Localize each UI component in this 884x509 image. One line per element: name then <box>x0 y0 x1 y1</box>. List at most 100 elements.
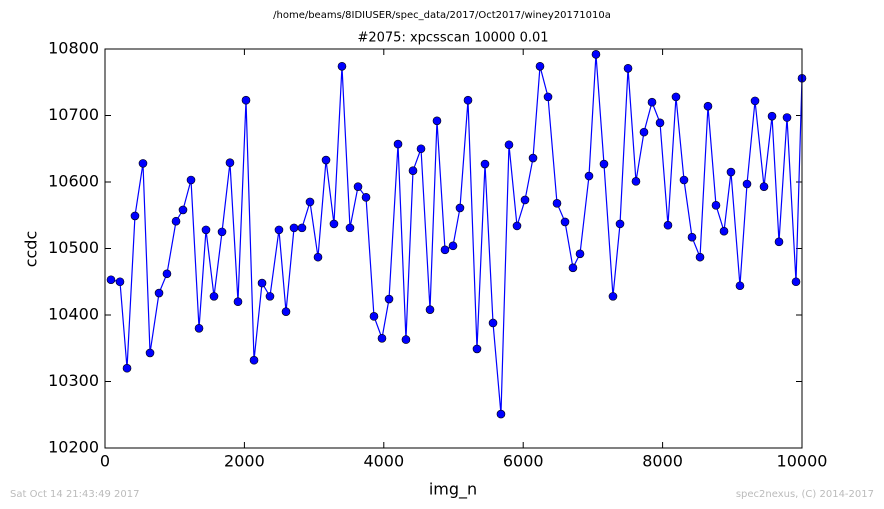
data-point <box>496 409 506 419</box>
data-point <box>671 92 681 102</box>
plot-frame <box>104 48 803 449</box>
footer-left: Sat Oct 14 21:43:49 2017 <box>10 489 140 500</box>
x-tick-label: 4000 <box>363 452 404 471</box>
data-point <box>305 197 315 207</box>
data-point <box>560 217 570 227</box>
data-point <box>138 159 148 168</box>
data-point <box>711 200 721 210</box>
data-point <box>313 252 323 262</box>
y-tick-label: 10500 <box>48 238 99 257</box>
data-point <box>679 175 689 185</box>
data-point <box>297 223 307 233</box>
data-point <box>209 292 219 301</box>
data-point <box>767 111 777 121</box>
data-point <box>249 355 259 365</box>
data-point <box>623 63 633 73</box>
data-point <box>257 278 267 288</box>
x-tick-label: 2000 <box>224 452 265 471</box>
data-point <box>416 144 426 154</box>
data-line <box>110 54 802 415</box>
data-point <box>329 219 339 229</box>
data-point <box>504 140 514 150</box>
data-point <box>233 297 243 307</box>
data-point <box>408 166 418 175</box>
y-tick-label: 10400 <box>48 305 99 324</box>
data-point <box>535 61 545 71</box>
data-point <box>726 167 736 177</box>
x-tick-label: 10000 <box>777 452 828 471</box>
data-point <box>425 305 435 314</box>
data-point <box>608 292 618 301</box>
data-point <box>552 198 562 208</box>
data-point <box>353 182 363 191</box>
data-point <box>432 116 442 126</box>
data-point <box>782 113 792 122</box>
chart-title: #2075: xpcsscan 10000 0.01 <box>357 31 548 46</box>
y-tick-label: 10800 <box>48 39 99 58</box>
data-point <box>742 179 752 189</box>
data-point <box>122 363 132 373</box>
data-point <box>695 252 705 262</box>
data-point <box>217 227 227 237</box>
data-point <box>568 263 578 273</box>
data-point <box>440 245 450 255</box>
data-point <box>377 333 387 343</box>
data-point <box>575 249 585 259</box>
data-point <box>703 101 713 111</box>
data-point <box>393 139 403 149</box>
data-point <box>687 232 697 242</box>
x-axis-label: img_n <box>429 480 477 500</box>
data-point <box>321 155 331 165</box>
data-point <box>162 269 172 279</box>
footer-right: spec2nexus, (C) 2014-2017 <box>736 489 874 500</box>
data-point <box>337 61 347 71</box>
data-point <box>455 203 465 213</box>
data-point <box>750 96 760 106</box>
data-point <box>281 307 291 316</box>
data-point <box>759 182 769 191</box>
y-tick-label: 10600 <box>48 172 99 191</box>
data-point <box>145 348 155 358</box>
data-point <box>512 221 522 231</box>
data-point <box>274 225 284 235</box>
data-point <box>472 344 482 354</box>
suptitle: /home/beams/8IDIUSER/spec_data/2017/Oct2… <box>273 10 611 21</box>
x-tick-label: 8000 <box>642 452 683 471</box>
data-point <box>265 292 275 301</box>
data-point <box>615 219 625 229</box>
data-point <box>225 158 235 168</box>
data-point <box>719 226 729 236</box>
y-tick-label: 10300 <box>48 371 99 390</box>
y-tick-label: 10700 <box>48 105 99 124</box>
y-tick-label: 10200 <box>48 438 99 457</box>
data-point <box>647 97 657 107</box>
data-point <box>599 159 609 169</box>
data-point <box>194 323 204 333</box>
data-point <box>448 241 458 251</box>
data-point <box>178 205 188 215</box>
data-point <box>639 127 649 137</box>
data-point <box>361 192 371 202</box>
data-point <box>543 92 553 102</box>
data-point <box>584 171 594 181</box>
data-point <box>369 312 379 321</box>
data-point <box>520 195 530 205</box>
data-point <box>591 50 601 59</box>
data-point <box>186 175 196 185</box>
data-point <box>384 294 394 304</box>
data-point <box>774 237 784 247</box>
x-tick-label: 6000 <box>503 452 544 471</box>
x-tick-label: 0 <box>100 452 110 471</box>
data-point <box>289 223 299 233</box>
data-point <box>663 220 673 230</box>
data-point <box>130 211 140 221</box>
data-point <box>488 318 498 328</box>
data-point <box>345 223 355 233</box>
data-point <box>480 159 490 169</box>
data-point <box>171 216 181 226</box>
data-point <box>201 225 211 235</box>
data-point <box>241 95 251 105</box>
data-point <box>154 288 164 298</box>
